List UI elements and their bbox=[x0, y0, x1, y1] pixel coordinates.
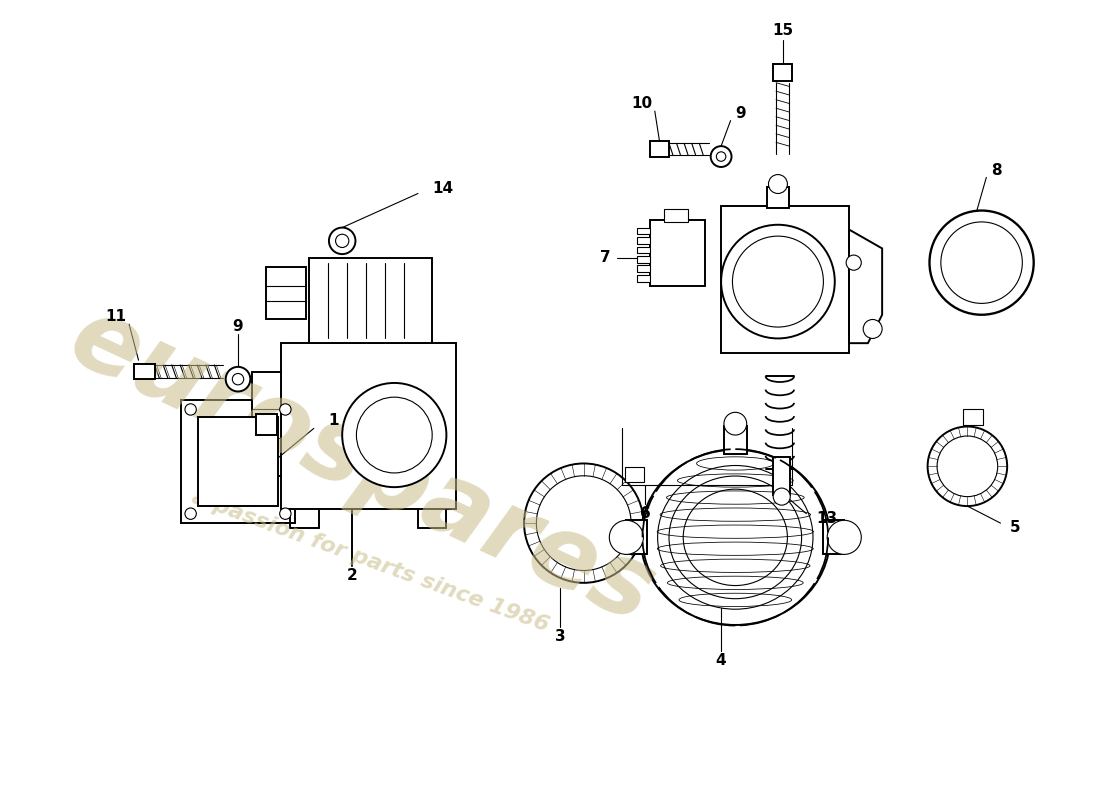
Bar bbox=[252, 371, 280, 476]
Circle shape bbox=[827, 520, 861, 554]
Text: 9: 9 bbox=[233, 318, 243, 334]
Bar bbox=[256, 414, 277, 435]
Text: eurospares: eurospares bbox=[54, 289, 669, 644]
Text: 3: 3 bbox=[554, 630, 565, 644]
Bar bbox=[637, 275, 650, 282]
Circle shape bbox=[940, 222, 1022, 303]
Circle shape bbox=[724, 412, 747, 435]
Text: 5: 5 bbox=[1010, 520, 1021, 535]
Circle shape bbox=[185, 404, 196, 415]
Bar bbox=[198, 417, 278, 506]
Bar bbox=[722, 206, 849, 353]
Text: 11: 11 bbox=[106, 309, 127, 324]
Bar bbox=[664, 209, 688, 222]
Circle shape bbox=[864, 319, 882, 338]
Ellipse shape bbox=[640, 450, 830, 625]
Bar bbox=[280, 343, 455, 509]
Circle shape bbox=[279, 508, 292, 519]
Bar bbox=[724, 426, 747, 454]
Text: 10: 10 bbox=[631, 96, 653, 111]
Circle shape bbox=[716, 152, 726, 162]
Circle shape bbox=[769, 174, 788, 194]
Circle shape bbox=[846, 255, 861, 270]
Bar bbox=[637, 256, 650, 262]
Bar bbox=[773, 64, 792, 81]
Circle shape bbox=[711, 146, 732, 167]
Bar bbox=[767, 187, 790, 208]
Text: 15: 15 bbox=[772, 23, 793, 38]
Bar bbox=[650, 142, 669, 157]
Bar bbox=[626, 520, 647, 554]
Bar bbox=[962, 410, 983, 425]
Bar bbox=[266, 267, 306, 319]
Circle shape bbox=[342, 383, 447, 487]
Circle shape bbox=[722, 225, 835, 338]
Bar bbox=[625, 466, 644, 482]
Text: 13: 13 bbox=[816, 511, 837, 526]
Text: 6: 6 bbox=[640, 506, 651, 521]
Circle shape bbox=[279, 404, 292, 415]
Circle shape bbox=[232, 374, 244, 385]
Text: 2: 2 bbox=[346, 568, 358, 582]
Bar bbox=[309, 258, 432, 343]
Bar bbox=[773, 457, 790, 494]
Bar bbox=[637, 228, 650, 234]
Circle shape bbox=[226, 367, 251, 391]
Bar bbox=[637, 246, 650, 253]
Bar bbox=[182, 400, 295, 523]
Text: 4: 4 bbox=[716, 653, 726, 668]
Circle shape bbox=[336, 234, 349, 247]
Bar bbox=[824, 520, 844, 554]
Bar bbox=[134, 364, 155, 379]
Text: 1: 1 bbox=[328, 414, 339, 428]
Bar bbox=[637, 237, 650, 244]
Text: 7: 7 bbox=[600, 250, 610, 266]
Circle shape bbox=[356, 397, 432, 473]
Text: a passion for parts since 1986: a passion for parts since 1986 bbox=[189, 487, 552, 635]
Circle shape bbox=[329, 228, 355, 254]
Circle shape bbox=[773, 488, 790, 505]
Bar bbox=[637, 266, 650, 272]
Circle shape bbox=[185, 508, 196, 519]
Circle shape bbox=[609, 520, 644, 554]
Bar bbox=[650, 220, 705, 286]
Circle shape bbox=[930, 210, 1034, 314]
Text: 8: 8 bbox=[991, 163, 1002, 178]
Text: 9: 9 bbox=[735, 106, 746, 122]
Text: 14: 14 bbox=[432, 182, 453, 196]
Circle shape bbox=[733, 236, 824, 327]
